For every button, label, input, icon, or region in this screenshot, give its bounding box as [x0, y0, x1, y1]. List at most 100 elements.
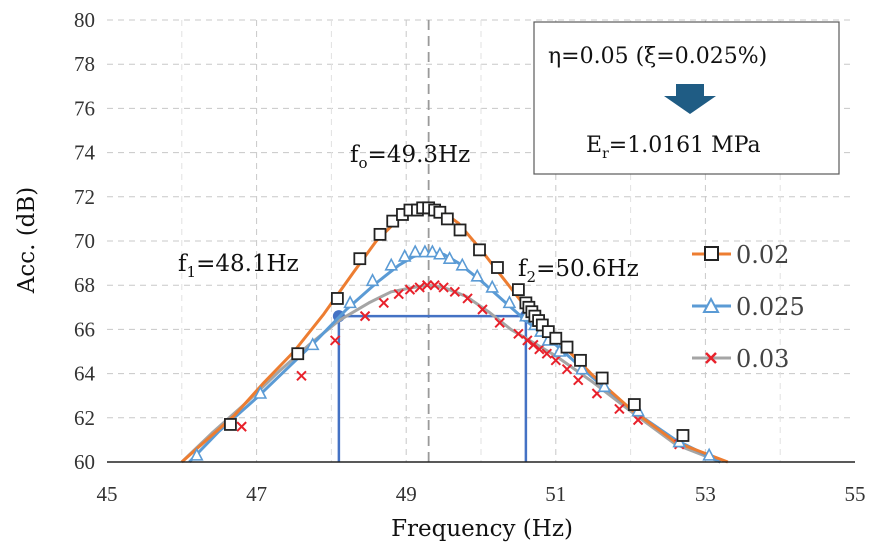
data-point-0.02 [353, 252, 367, 266]
data-point-0.025 [485, 279, 500, 293]
data-point-0.03 [449, 286, 461, 298]
data-point-0.03 [573, 375, 584, 386]
x-tick-label: 49 [396, 482, 417, 506]
data-point-0.02 [473, 243, 486, 257]
x-tick-label: 53 [695, 482, 716, 506]
data-point-0.02 [676, 429, 690, 442]
data-point-0.025 [343, 295, 357, 309]
data-point-0.03 [561, 363, 573, 375]
data-point-0.03 [393, 288, 404, 300]
data-point-0.03 [534, 344, 545, 355]
series-lines [180, 206, 729, 464]
data-point-0.02 [453, 223, 467, 237]
data-point-0.03 [329, 335, 341, 346]
x-tick-label: 51 [545, 482, 566, 506]
data-point-0.025 [470, 268, 485, 282]
x-tick-label: 47 [246, 482, 267, 506]
legend-label-0.02: 0.02 [736, 241, 789, 269]
data-point-0.03 [378, 297, 389, 309]
data-point-0.02 [224, 418, 237, 431]
data-point-0.02 [512, 283, 525, 297]
data-point-0.03 [494, 317, 505, 328]
y-tick-label: 78 [74, 52, 95, 76]
data-point-0.03 [614, 403, 625, 415]
x-tick-label: 55 [845, 482, 866, 506]
data-point-0.03 [414, 282, 425, 293]
data-point-0.025 [442, 250, 457, 264]
info-box-modulus-line: Er=1.0161 MPa [586, 133, 761, 162]
data-point-0.03 [421, 279, 433, 291]
data-point-0.03 [528, 339, 539, 351]
data-point-0.02 [574, 353, 587, 367]
data-point-0.03 [550, 355, 562, 366]
x-axis-title: Frequency (Hz) [391, 516, 573, 542]
data-point-0.02 [433, 205, 447, 219]
data-point-0.025 [253, 385, 268, 399]
legend-label-0.025: 0.025 [736, 293, 805, 321]
y-tick-label: 68 [74, 273, 95, 297]
data-point-0.025 [408, 244, 422, 258]
info-box: η=0.05 (ξ=0.025%) Er=1.0161 MPa [533, 21, 840, 175]
data-point-0.02 [541, 325, 555, 339]
data-point-0.025 [305, 337, 320, 351]
legend: 0.02 0.025 0.03 [692, 241, 805, 373]
y-tick-label: 62 [74, 406, 95, 430]
legend-item-0.025: 0.025 [692, 293, 805, 321]
data-point-0.025 [365, 273, 380, 287]
legend-item-0.02: 0.02 [692, 241, 789, 269]
data-point-0.025 [502, 295, 517, 309]
y-tick-label: 66 [74, 317, 95, 341]
data-point-0.025 [597, 379, 612, 393]
y-tick-label: 72 [74, 185, 95, 209]
data-point-0.03 [359, 310, 371, 322]
data-point-0.025 [433, 246, 447, 260]
data-point-0.03 [462, 293, 473, 304]
axes: 60 62 64 66 68 70 72 74 76 78 80 45 47 49 51 53 55 [74, 8, 866, 506]
data-point-0.03 [632, 414, 644, 426]
data-point-0.02 [386, 214, 400, 228]
data-point-0.03 [429, 279, 440, 291]
f0-annotation: fo=49.3Hz [350, 142, 470, 172]
data-point-0.02 [291, 347, 305, 361]
grid [107, 19, 855, 462]
data-point-0.02 [560, 340, 574, 354]
data-point-0.025 [189, 447, 204, 461]
data-point-0.025 [702, 447, 716, 461]
legend-label-0.03: 0.03 [736, 345, 789, 373]
y-tick-label: 70 [74, 229, 95, 253]
data-point-0.03 [522, 335, 533, 346]
y-tick-label: 64 [74, 362, 96, 386]
data-point-0.02 [440, 212, 454, 226]
data-point-0.03 [477, 304, 488, 315]
data-point-0.025 [575, 361, 589, 375]
data-point-0.03 [296, 370, 307, 382]
data-point-0.025 [384, 257, 399, 271]
y-tick-label: 76 [74, 96, 95, 120]
data-point-0.02 [330, 292, 344, 305]
info-box-damping-line: η=0.05 (ξ=0.025%) [548, 44, 767, 69]
data-point-0.025 [425, 244, 440, 258]
f1-annotation: f1=48.1Hz [178, 251, 299, 281]
y-tick-label: 74 [74, 141, 96, 165]
data-point-0.03 [438, 282, 449, 293]
data-point-0.03 [404, 284, 416, 295]
data-point-0.03 [513, 328, 524, 340]
data-point-0.02 [627, 398, 641, 411]
y-tick-label: 60 [74, 450, 95, 474]
f2-annotation: f2=50.6Hz [518, 256, 639, 286]
data-point-0.02 [373, 227, 387, 241]
series-markers [189, 201, 716, 461]
data-point-0.02 [491, 261, 504, 274]
data-point-0.02 [595, 371, 609, 385]
y-axis-title: Acc. (dB) [14, 187, 40, 295]
data-point-0.025 [455, 257, 470, 271]
x-tick-label: 45 [97, 482, 118, 506]
data-point-0.02 [549, 331, 563, 345]
series-line-0.025 [188, 250, 722, 464]
y-tick-label: 80 [74, 8, 95, 32]
down-arrow-icon [664, 84, 716, 114]
data-point-0.03 [541, 348, 553, 359]
data-point-0.025 [397, 248, 412, 262]
legend-item-0.03: 0.03 [692, 345, 789, 373]
data-point-0.03 [236, 421, 247, 432]
